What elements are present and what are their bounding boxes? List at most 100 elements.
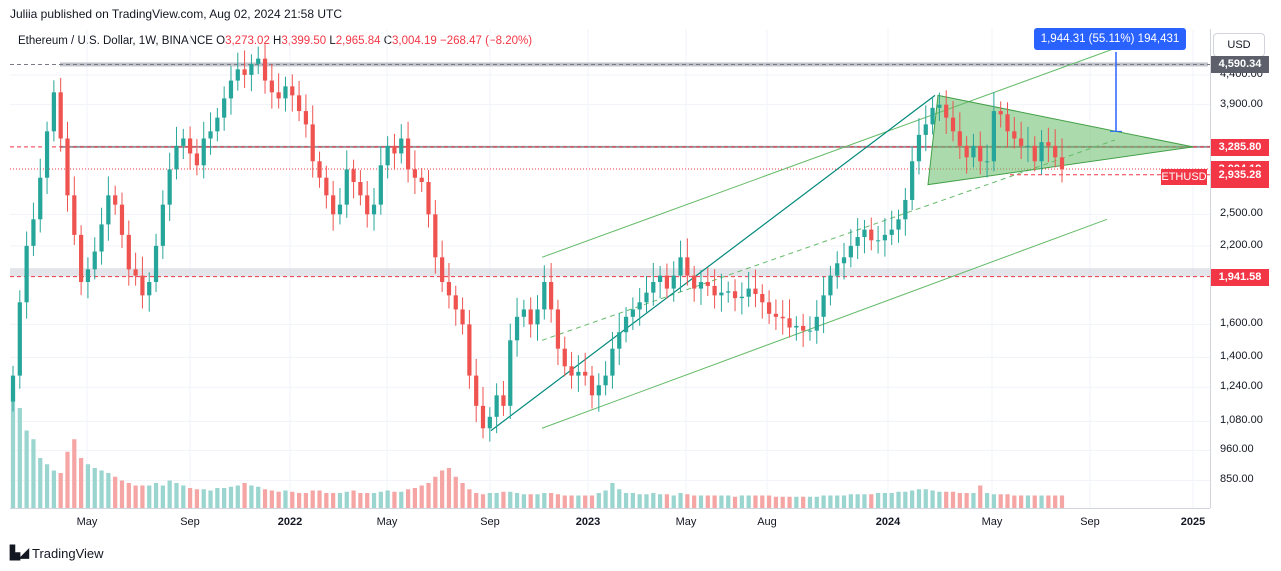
volume-bar — [303, 493, 309, 508]
volume-bar — [119, 480, 125, 508]
time-axis[interactable] — [10, 508, 1210, 533]
candle — [780, 316, 785, 319]
volume-bar — [657, 494, 663, 508]
volume-bar — [644, 494, 649, 508]
volume-bar — [365, 493, 370, 508]
candle — [1059, 157, 1065, 170]
candle — [228, 80, 234, 99]
candle — [453, 295, 458, 310]
volume-bar — [875, 493, 881, 508]
volume-bar — [92, 468, 97, 508]
candle — [732, 291, 738, 299]
volume-bar — [24, 430, 29, 508]
price-axis[interactable] — [1210, 29, 1272, 508]
y-tick: 960.00 — [1220, 443, 1254, 456]
volume-bar — [705, 495, 710, 508]
candle — [153, 245, 159, 283]
candle — [528, 309, 533, 325]
volume-bar — [862, 494, 867, 508]
volume-bar — [290, 491, 295, 508]
x-tick: May — [981, 516, 1003, 528]
candle — [841, 257, 847, 264]
candle — [998, 111, 1003, 115]
candle — [657, 275, 663, 283]
volume-bar — [1046, 495, 1051, 508]
y-tick: 1,400.00 — [1220, 350, 1263, 363]
volume-bar — [630, 493, 635, 508]
volume-bar — [269, 490, 274, 508]
candle — [113, 195, 118, 205]
candle — [92, 251, 97, 270]
y-tick: 1,600.00 — [1220, 317, 1263, 330]
candle — [460, 309, 465, 325]
candle — [194, 153, 200, 166]
channel-mid — [541, 139, 1116, 341]
volume-bar — [766, 495, 772, 508]
candle — [583, 371, 588, 376]
volume-bar — [181, 485, 186, 508]
volume-bar — [583, 495, 588, 508]
volume-bar — [1019, 495, 1024, 508]
candle — [10, 375, 16, 402]
volume-bar — [971, 493, 976, 508]
currency-button[interactable]: USD — [1213, 33, 1265, 57]
candle — [79, 234, 84, 283]
volume-bar — [392, 491, 397, 508]
candle — [794, 325, 799, 328]
volume-bar — [964, 493, 969, 508]
volume-bar — [433, 476, 438, 508]
footer-brand[interactable]: ▙◢ TradingView — [10, 545, 104, 561]
candle — [910, 161, 915, 200]
volume-bar — [651, 493, 656, 508]
volume-bar — [208, 490, 213, 508]
candle — [644, 292, 649, 303]
x-tick: Sep — [1080, 516, 1100, 528]
volume-bar — [903, 491, 908, 508]
price-label: 1,941.58 — [1211, 268, 1269, 286]
candle — [242, 69, 247, 75]
volume-bar — [153, 483, 159, 508]
volume-bar — [126, 483, 131, 508]
candle — [712, 285, 717, 296]
volume-bar — [351, 490, 356, 508]
candle — [351, 169, 356, 183]
volume-bar — [228, 486, 234, 508]
candle — [365, 195, 370, 215]
candle — [984, 161, 990, 163]
x-tick: Aug — [757, 516, 777, 528]
candle — [937, 104, 942, 108]
volume-bar — [460, 483, 465, 508]
trend-line — [490, 94, 936, 432]
volume-bar — [814, 496, 819, 508]
candle — [869, 229, 874, 241]
measure-label[interactable]: 1,944.31 (55.11%) 194,431 — [1034, 28, 1186, 50]
candle — [399, 138, 404, 154]
candle — [276, 92, 281, 99]
publisher-header: Juliia published on TradingView.com, Aug… — [10, 7, 342, 21]
volume-bar — [555, 494, 561, 508]
candle — [487, 416, 492, 429]
volume-bar — [678, 493, 683, 508]
volume-bar — [51, 470, 56, 508]
volume-bar — [419, 485, 424, 508]
volume-bar — [453, 476, 458, 508]
volume-bar — [106, 473, 111, 508]
volume-bar — [930, 490, 935, 508]
x-tick: May — [76, 516, 98, 528]
volume-bar — [664, 494, 670, 508]
volume-bar — [1032, 495, 1037, 508]
volume-bar — [623, 493, 629, 508]
volume-bar — [235, 485, 240, 508]
volume-bar — [440, 470, 445, 508]
price-chart[interactable] — [10, 29, 1210, 508]
volume-bar — [487, 493, 492, 508]
candle — [344, 169, 349, 205]
volume-bar — [685, 494, 690, 508]
volume-bar — [514, 493, 520, 508]
candle — [576, 371, 581, 376]
volume-bar — [944, 491, 949, 508]
volume-bar — [719, 495, 724, 508]
volume-bar — [542, 493, 547, 508]
candle — [896, 219, 901, 230]
volume-bar — [296, 493, 302, 508]
